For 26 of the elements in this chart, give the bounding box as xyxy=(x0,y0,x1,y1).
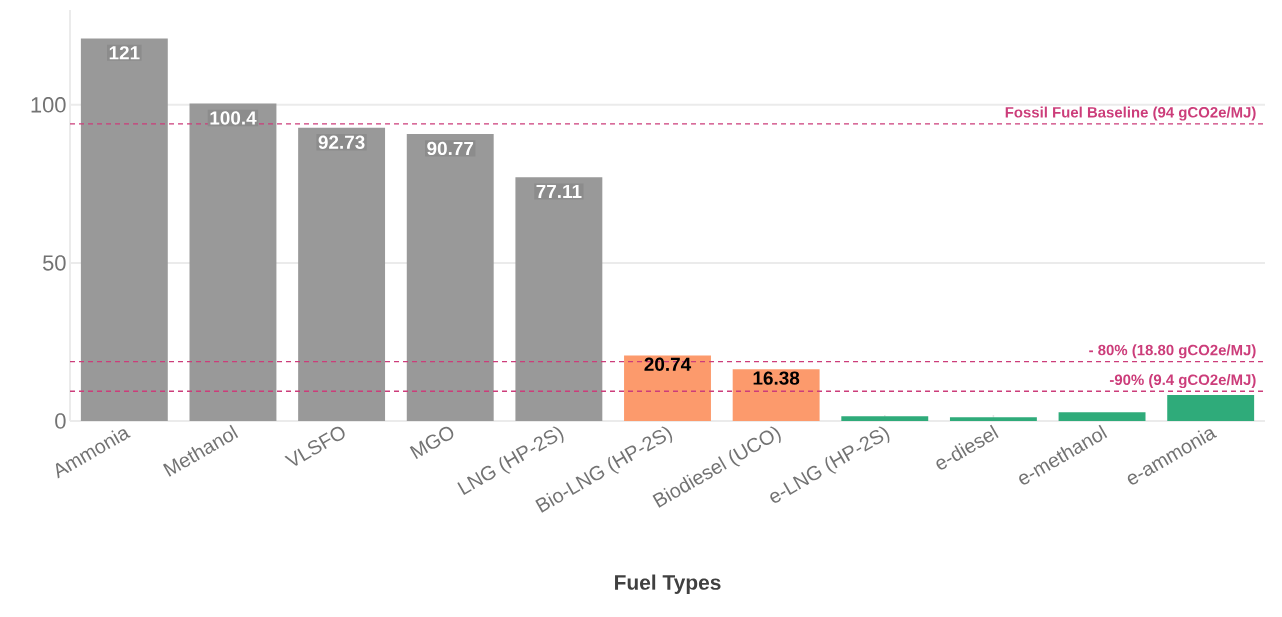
ref-line-label: -90% (9.4 gCO2e/MJ) xyxy=(1109,374,1256,389)
x-axis-title: Fuel Types xyxy=(615,574,721,595)
data-label: 20.74 xyxy=(644,357,692,372)
bar xyxy=(298,127,386,421)
y-tick-label: 50 xyxy=(42,255,66,271)
data-label: 90.77 xyxy=(427,141,474,156)
data-label: 121 xyxy=(109,46,140,60)
y-tick-label: 0 xyxy=(55,413,66,429)
bar xyxy=(80,38,168,421)
bar xyxy=(406,134,494,421)
data-label: 77.11 xyxy=(536,184,582,198)
data-label: 16.38 xyxy=(753,371,800,385)
bar xyxy=(189,103,277,421)
ref-line-label: Fossil Fuel Baseline (94 gCO2e/MJ) xyxy=(1005,106,1256,121)
x-tick-label: MGO xyxy=(409,426,454,460)
bar xyxy=(1167,395,1255,421)
bar xyxy=(949,417,1037,421)
bar xyxy=(841,416,929,421)
bar xyxy=(624,355,711,421)
bar xyxy=(1058,412,1146,421)
data-label: 100.4 xyxy=(210,111,257,125)
ref-line-label: - 80% (18.80 gCO2e/MJ) xyxy=(1089,344,1256,359)
bar xyxy=(732,369,820,421)
y-tick-label: 100 xyxy=(31,97,66,113)
data-label: 92.73 xyxy=(318,135,365,149)
bar xyxy=(515,177,603,421)
